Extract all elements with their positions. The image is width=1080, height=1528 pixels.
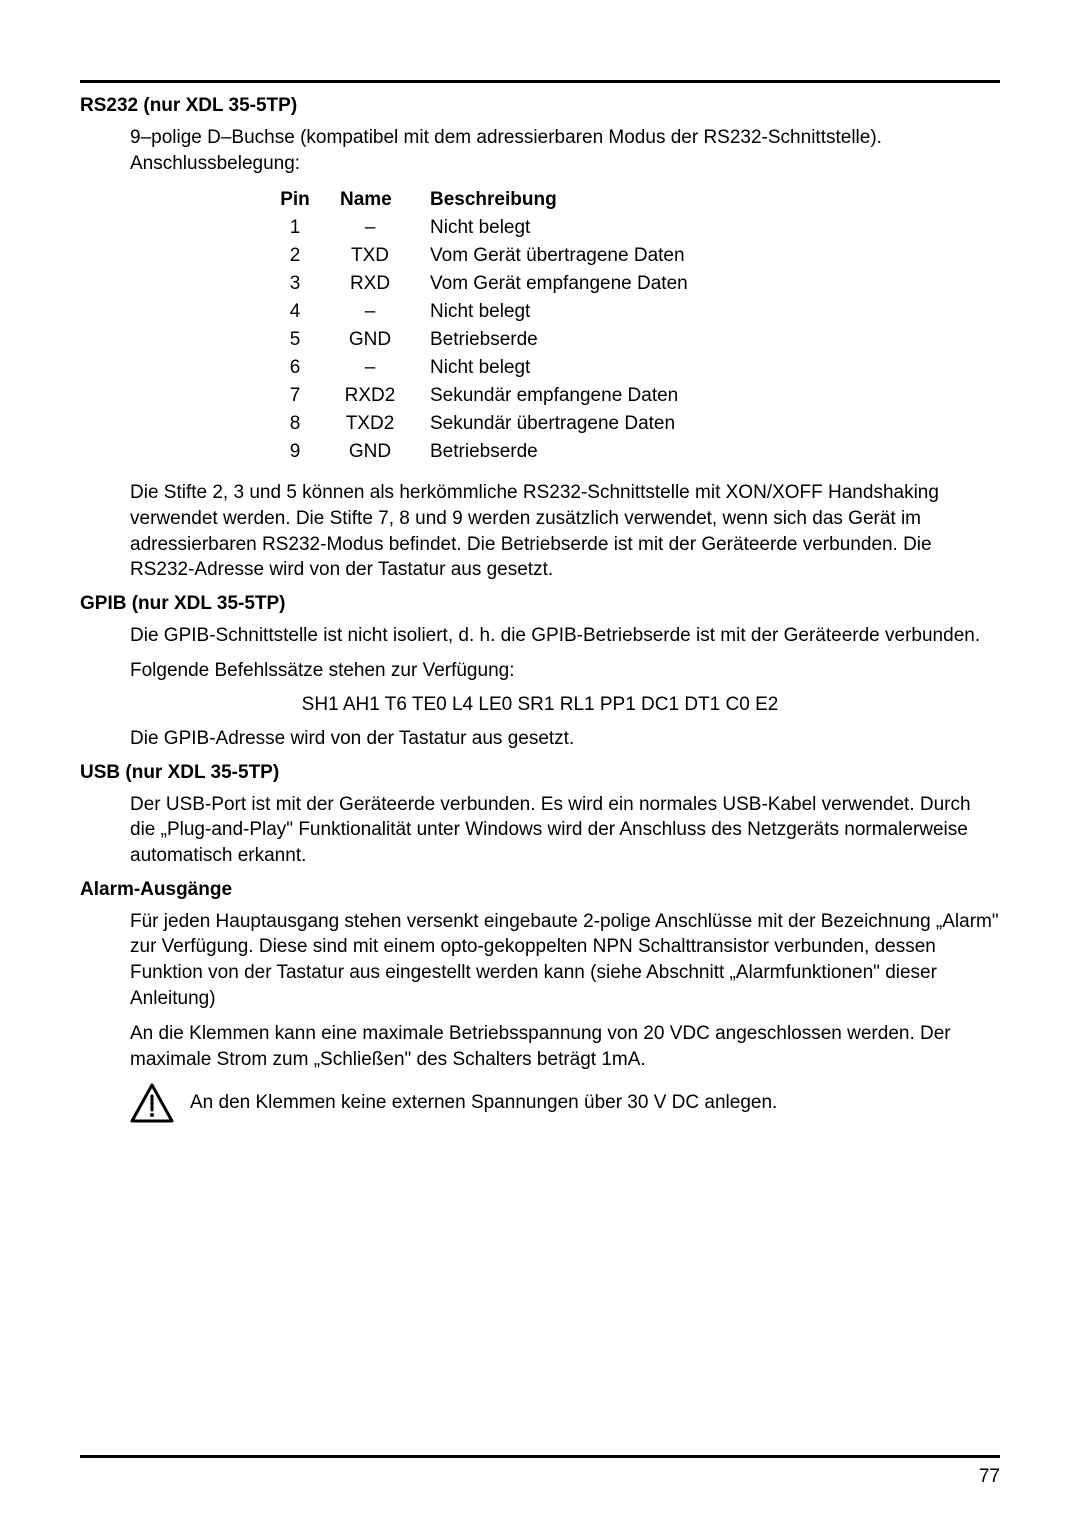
table-header-row: Pin Name Beschreibung	[280, 186, 706, 214]
alarm-heading: Alarm-Ausgänge	[80, 879, 1000, 901]
cell-pin: 9	[280, 438, 340, 466]
gpib-p3: Die GPIB-Adresse wird von der Tastatur a…	[130, 726, 1000, 752]
table-row: 1 – Nicht belegt	[280, 214, 706, 242]
gpib-cmd: SH1 AH1 T6 TE0 L4 LE0 SR1 RL1 PP1 DC1 DT…	[80, 694, 1000, 716]
gpib-heading: GPIB (nur XDL 35-5TP)	[80, 593, 1000, 615]
table-row: 6 – Nicht belegt	[280, 354, 706, 382]
th-pin: Pin	[280, 186, 340, 214]
bottom-rule	[80, 1455, 1000, 1458]
table-row: 7 RXD2 Sekundär empfangene Daten	[280, 382, 706, 410]
cell-desc: Nicht belegt	[430, 298, 706, 326]
usb-heading: USB (nur XDL 35-5TP)	[80, 762, 1000, 784]
table-row: 3 RXD Vom Gerät empfangene Daten	[280, 270, 706, 298]
th-name: Name	[340, 186, 430, 214]
alarm-p2: An die Klemmen kann eine maximale Betrie…	[130, 1021, 1000, 1072]
cell-name: –	[340, 354, 430, 382]
cell-pin: 5	[280, 326, 340, 354]
cell-pin: 8	[280, 410, 340, 438]
alarm-p1: Für jeden Hauptausgang stehen versenkt e…	[130, 909, 1000, 1012]
table-row: 5 GND Betriebserde	[280, 326, 706, 354]
cell-name: GND	[340, 438, 430, 466]
rs232-heading: RS232 (nur XDL 35-5TP)	[80, 95, 1000, 117]
warning-triangle-icon	[130, 1083, 174, 1123]
document-page: RS232 (nur XDL 35-5TP) 9–polige D–Buchse…	[0, 0, 1080, 1528]
cell-name: TXD2	[340, 410, 430, 438]
cell-name: RXD2	[340, 382, 430, 410]
usb-p1: Der USB-Port ist mit der Geräteerde verb…	[130, 792, 1000, 869]
cell-desc: Vom Gerät übertragene Daten	[430, 242, 706, 270]
gpib-p1: Die GPIB-Schnittstelle ist nicht isolier…	[130, 623, 1000, 649]
cell-desc: Vom Gerät empfangene Daten	[430, 270, 706, 298]
table-row: 4 – Nicht belegt	[280, 298, 706, 326]
cell-desc: Betriebserde	[430, 438, 706, 466]
th-desc: Beschreibung	[430, 186, 706, 214]
cell-desc: Betriebserde	[430, 326, 706, 354]
table-row: 2 TXD Vom Gerät übertragene Daten	[280, 242, 706, 270]
gpib-p2: Folgende Befehlssätze stehen zur Verfügu…	[130, 658, 1000, 684]
table-row: 8 TXD2 Sekundär übertragene Daten	[280, 410, 706, 438]
cell-desc: Sekundär übertragene Daten	[430, 410, 706, 438]
cell-desc: Sekundär empfangene Daten	[430, 382, 706, 410]
cell-pin: 6	[280, 354, 340, 382]
cell-pin: 2	[280, 242, 340, 270]
page-number: 77	[979, 1466, 1000, 1488]
cell-name: GND	[340, 326, 430, 354]
warning-row: An den Klemmen keine externen Spannungen…	[130, 1083, 1000, 1123]
cell-desc: Nicht belegt	[430, 214, 706, 242]
rs232-footer: Die Stifte 2, 3 und 5 können als herkömm…	[130, 480, 1000, 583]
cell-name: –	[340, 214, 430, 242]
cell-name: –	[340, 298, 430, 326]
cell-pin: 4	[280, 298, 340, 326]
cell-pin: 1	[280, 214, 340, 242]
warning-text: An den Klemmen keine externen Spannungen…	[190, 1092, 777, 1114]
table-row: 9 GND Betriebserde	[280, 438, 706, 466]
cell-name: TXD	[340, 242, 430, 270]
rs232-intro: 9–polige D–Buchse (kompatibel mit dem ad…	[130, 125, 1000, 176]
cell-pin: 3	[280, 270, 340, 298]
cell-name: RXD	[340, 270, 430, 298]
cell-desc: Nicht belegt	[430, 354, 706, 382]
cell-pin: 7	[280, 382, 340, 410]
top-rule	[80, 80, 1000, 83]
rs232-pin-table: Pin Name Beschreibung 1 – Nicht belegt 2…	[280, 186, 706, 466]
